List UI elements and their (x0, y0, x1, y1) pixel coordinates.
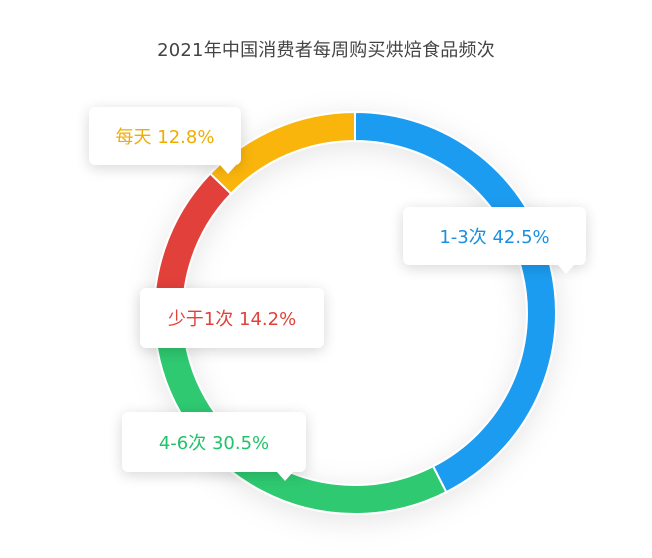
data-label-less-than-once: 少于1次 14.2% (140, 288, 324, 348)
callout-pointer (558, 265, 574, 274)
callout-pointer (220, 165, 236, 174)
chart-title: 2021年中国消费者每周购买烘焙食品频次 (157, 40, 495, 61)
callout-pointer (277, 472, 293, 481)
data-label-text: 每天 12.8% (115, 127, 215, 148)
data-label-text: 少于1次 14.2% (167, 309, 297, 330)
slice-daily (208, 110, 356, 196)
data-label-text: 1-3次 42.5% (439, 227, 550, 248)
data-label-text: 4-6次 30.5% (158, 433, 270, 454)
data-label-daily: 每天 12.8% (89, 107, 241, 174)
data-label-1-3-times: 1-3次 42.5% (403, 207, 586, 274)
data-label-4-6-times: 4-6次 30.5% (122, 412, 306, 481)
slice-1-3-times (354, 110, 557, 494)
